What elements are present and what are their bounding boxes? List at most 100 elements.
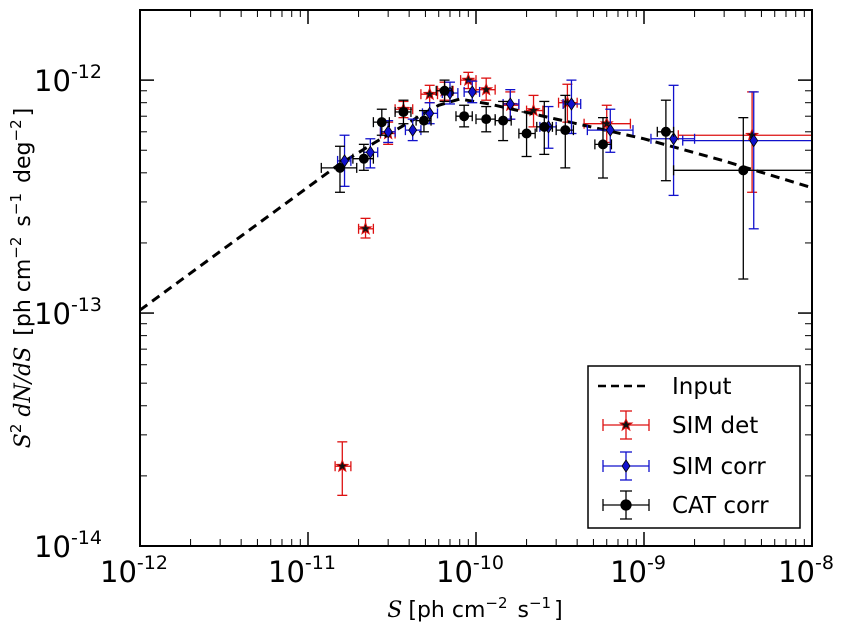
cat-corr-marker bbox=[560, 125, 571, 136]
x-tick-exp: -10 bbox=[473, 552, 504, 574]
sim-corr-marker bbox=[605, 123, 615, 137]
sim-det-point bbox=[475, 77, 496, 101]
x-tick-exp: -9 bbox=[647, 552, 666, 574]
legend-swatch-sim-det bbox=[602, 410, 650, 440]
sim-corr-marker bbox=[408, 123, 418, 137]
legend-swatch-cat-corr bbox=[602, 490, 650, 520]
series-input-line bbox=[140, 97, 812, 312]
cat-corr-point bbox=[494, 100, 512, 142]
y-tick-label: 10-13 bbox=[34, 294, 102, 331]
cat-corr-point bbox=[352, 143, 375, 171]
sim-corr-point bbox=[463, 80, 481, 104]
legend-swatch-sim-corr bbox=[602, 451, 650, 481]
sim-det-marker bbox=[335, 458, 350, 473]
cat-corr-point bbox=[656, 99, 675, 182]
sim-det-point bbox=[583, 104, 632, 144]
plot-frame bbox=[139, 9, 813, 547]
sim-corr-marker bbox=[669, 132, 679, 146]
sim-det-point bbox=[677, 91, 812, 193]
legend-label-cat-corr: CAT corr bbox=[672, 493, 769, 519]
sim-det-marker bbox=[479, 82, 494, 96]
x-axis-end: ] bbox=[554, 598, 563, 623]
legend-label-sim-det: SIM det bbox=[672, 413, 758, 439]
cat-corr-marker bbox=[358, 153, 369, 164]
cat-corr-point bbox=[536, 100, 554, 156]
y-tick-base: 10 bbox=[34, 64, 71, 98]
cat-corr-point bbox=[455, 104, 473, 128]
x-tick-label: 10-9 bbox=[610, 552, 666, 589]
y-axis-exp2: −1 bbox=[7, 193, 25, 215]
legend-label-input: Input bbox=[672, 374, 732, 400]
cat-corr-marker bbox=[738, 165, 749, 176]
cat-corr-marker bbox=[459, 111, 470, 122]
cat-corr-point bbox=[372, 108, 391, 136]
x-tick-label: 10-12 bbox=[100, 552, 168, 589]
cat-corr-marker bbox=[439, 85, 450, 96]
series-cat-corr bbox=[320, 79, 812, 280]
cat-corr-marker bbox=[521, 128, 532, 139]
cat-corr-point bbox=[518, 111, 536, 158]
y-axis-exp3: −2 bbox=[7, 119, 25, 141]
cat-corr-marker bbox=[597, 139, 608, 150]
x-axis-text: [ph cm bbox=[408, 598, 485, 623]
cat-corr-point bbox=[394, 99, 412, 125]
cat-corr-point bbox=[672, 117, 812, 280]
x-tick-base: 10 bbox=[610, 555, 647, 589]
y-tick-exp: -14 bbox=[71, 527, 102, 549]
cat-corr-point bbox=[475, 105, 496, 133]
cat-corr-marker bbox=[660, 126, 671, 137]
cat-corr-marker bbox=[376, 117, 387, 128]
x-axis-exp2: −1 bbox=[529, 594, 551, 612]
sim-det-point bbox=[459, 71, 477, 90]
y-tick-label: 10-12 bbox=[34, 61, 102, 98]
y-axis-sq: 2 bbox=[7, 424, 25, 434]
sim-corr-marker bbox=[566, 97, 576, 111]
y-axis-var-rest: dN/dS bbox=[11, 347, 36, 424]
sim-det-marker bbox=[526, 103, 541, 117]
x-tick-base: 10 bbox=[436, 555, 473, 589]
x-tick-exp: -8 bbox=[815, 552, 834, 574]
sim-det-point bbox=[420, 84, 439, 104]
sim-corr-point bbox=[650, 84, 696, 197]
cat-corr-point bbox=[320, 145, 358, 193]
x-axis-exp1: −2 bbox=[485, 594, 507, 612]
plot-area bbox=[140, 71, 812, 496]
cat-corr-marker bbox=[334, 162, 345, 173]
y-axis-mid: s bbox=[11, 215, 36, 233]
y-tick-base: 10 bbox=[34, 297, 71, 331]
series-sim-corr bbox=[336, 79, 812, 230]
y-axis-text: [ph cm bbox=[11, 259, 36, 343]
y-axis-end: ] bbox=[11, 108, 36, 117]
sim-corr-point bbox=[586, 108, 634, 153]
sim-det-point bbox=[525, 94, 544, 128]
x-tick-exp: -11 bbox=[305, 552, 336, 574]
cat-corr-point bbox=[555, 94, 575, 169]
cat-corr-marker bbox=[498, 115, 509, 126]
x-tick-base: 10 bbox=[100, 555, 137, 589]
sim-det-marker bbox=[358, 221, 373, 235]
x-axis-mid: s bbox=[511, 598, 529, 623]
x-tick-label: 10-8 bbox=[778, 552, 834, 589]
y-axis-label: S2 dN/dS [ph cm−2 s−1 deg−2] bbox=[7, 108, 36, 448]
cat-corr-marker bbox=[398, 106, 409, 117]
sim-det-marker bbox=[422, 86, 437, 101]
x-tick-base: 10 bbox=[268, 555, 305, 589]
cat-corr-marker bbox=[481, 114, 492, 125]
sim-corr-point bbox=[562, 79, 582, 135]
cat-corr-marker bbox=[418, 115, 429, 126]
cat-corr-point bbox=[594, 117, 613, 179]
y-axis-mid2: deg bbox=[11, 141, 36, 189]
sim-corr-marker bbox=[467, 85, 477, 99]
y-axis-exp1: −2 bbox=[7, 237, 25, 259]
sim-corr-point bbox=[502, 89, 520, 120]
y-tick-label: 10-14 bbox=[34, 527, 102, 564]
y-tick-exp: -12 bbox=[71, 61, 102, 83]
y-tick-base: 10 bbox=[34, 530, 71, 564]
x-tick-label: 10-10 bbox=[436, 552, 504, 589]
cat-corr-marker bbox=[539, 121, 550, 132]
sim-corr-point bbox=[404, 118, 422, 142]
sim-corr-marker bbox=[749, 133, 759, 148]
x-axis-label: S [ph cm−2 s−1] bbox=[387, 594, 562, 623]
